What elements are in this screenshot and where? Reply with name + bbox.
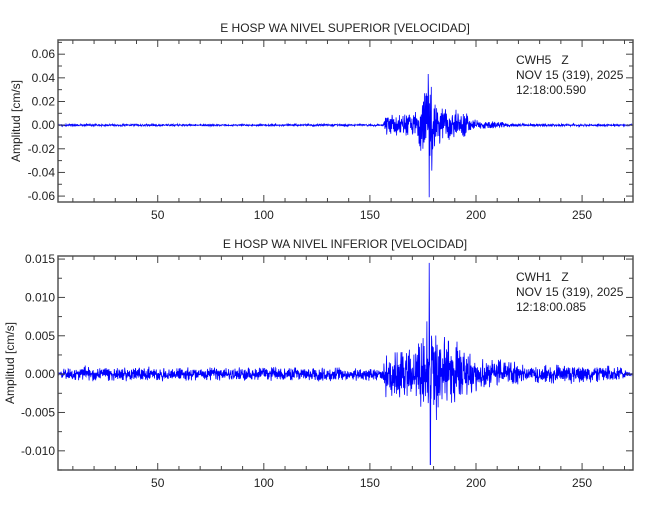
upper-y-tick-label: -0.06 — [28, 189, 56, 203]
lower-x-tick-label: 150 — [360, 476, 380, 490]
upper-y-tick-label: 0.00 — [32, 118, 56, 132]
upper-y-tick-label: 0.06 — [32, 47, 56, 61]
upper-y-tick-label: -0.02 — [28, 142, 56, 156]
upper-annotation-date: NOV 15 (319), 2025 — [516, 68, 624, 82]
upper-y-tick-label: 0.02 — [32, 94, 56, 108]
upper-y-tick-label: -0.04 — [28, 165, 56, 179]
lower-y-tick-label: 0.010 — [25, 290, 55, 304]
lower-annotation-station: CWH1 Z — [516, 270, 569, 284]
upper-panel: E HOSP WA NIVEL SUPERIOR [VELOCIDAD] Amp… — [9, 21, 634, 222]
lower-x-tick-label: 100 — [254, 476, 274, 490]
upper-plot-frame — [57, 39, 634, 203]
upper-waveform-trace — [57, 73, 634, 198]
lower-y-tick-label: -0.010 — [21, 444, 55, 458]
upper-x-tick-label: 150 — [360, 208, 380, 222]
upper-annotation-time: 12:18:00.590 — [516, 83, 586, 97]
lower-x-tick-label: 250 — [572, 476, 592, 490]
lower-y-tick-label: 0.005 — [25, 329, 55, 343]
lower-annotation-date: NOV 15 (319), 2025 — [516, 285, 624, 299]
lower-y-tick-label: 0.000 — [25, 367, 55, 381]
upper-y-tick-label: 0.04 — [32, 71, 56, 85]
lower-x-tick-label: 200 — [466, 476, 486, 490]
lower-plot-frame — [57, 255, 634, 471]
upper-x-tick-label: 250 — [572, 208, 592, 222]
lower-x-tick-label: 50 — [151, 476, 165, 490]
upper-ylabel: Amplitud [cm/s] — [9, 80, 23, 162]
upper-title: E HOSP WA NIVEL SUPERIOR [VELOCIDAD] — [220, 21, 470, 35]
lower-waveform-trace — [57, 262, 634, 466]
upper-x-tick-label: 100 — [254, 208, 274, 222]
upper-x-tick-label: 200 — [466, 208, 486, 222]
lower-y-tick-label: -0.005 — [21, 405, 55, 419]
lower-title: E HOSP WA NIVEL INFERIOR [VELOCIDAD] — [223, 237, 467, 251]
lower-panel: E HOSP WA NIVEL INFERIOR [VELOCIDAD] Amp… — [3, 237, 634, 490]
upper-x-tick-label: 50 — [151, 208, 165, 222]
lower-y-tick-label: 0.015 — [25, 252, 55, 266]
upper-annotation-station: CWH5 Z — [516, 53, 569, 67]
lower-ylabel: Amplitud [cm/s] — [3, 322, 17, 404]
lower-annotation-time: 12:18:00.085 — [516, 300, 586, 314]
